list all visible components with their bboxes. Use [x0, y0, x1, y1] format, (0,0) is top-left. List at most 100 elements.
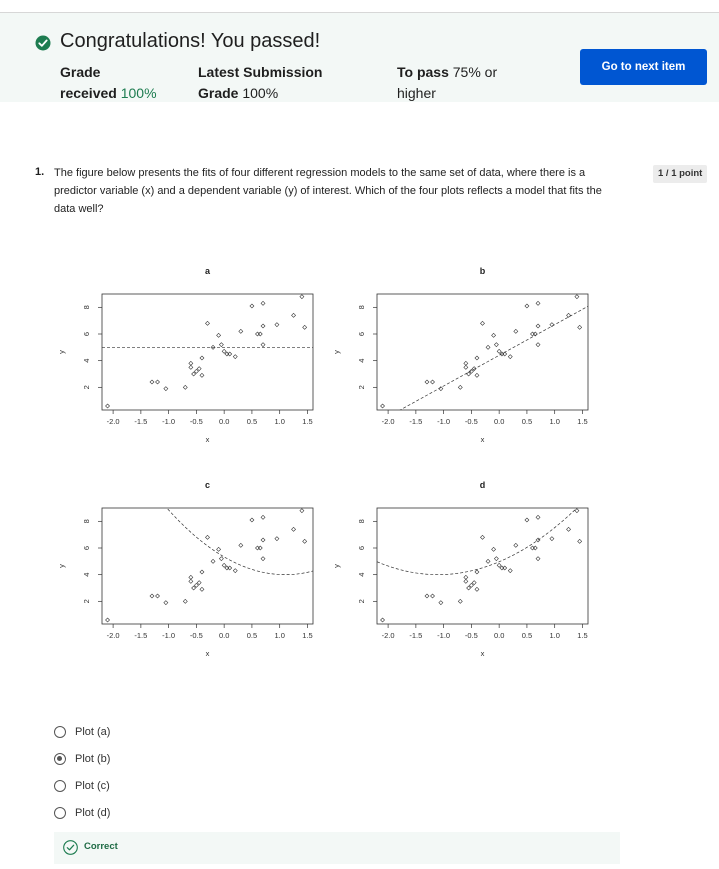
- data-point: [471, 580, 477, 586]
- option-label: Plot (b): [75, 753, 111, 765]
- data-point: [507, 354, 513, 360]
- data-point: [502, 351, 508, 357]
- x-tick-label: 0.0: [494, 417, 504, 426]
- y-tick-label: 6: [82, 546, 91, 550]
- data-point: [105, 617, 110, 623]
- option-plot-c[interactable]: Plot (c): [54, 778, 110, 794]
- data-point: [480, 320, 485, 326]
- plot-title: b: [480, 266, 486, 276]
- data-point: [530, 545, 535, 551]
- data-point: [227, 351, 233, 357]
- data-point: [193, 582, 199, 588]
- pass-banner: Congratulations! You passed! Grade recei…: [0, 13, 719, 102]
- data-point: [232, 568, 238, 574]
- radio-plot-a[interactable]: [54, 726, 66, 738]
- data-point: [155, 379, 160, 385]
- data-point: [513, 542, 519, 548]
- data-point: [535, 323, 541, 329]
- data-point: [196, 366, 202, 372]
- x-tick-label: -0.5: [190, 631, 203, 640]
- y-tick-label: 4: [357, 359, 366, 363]
- pass-label: To pass: [397, 64, 449, 80]
- plot-frame: [376, 507, 589, 625]
- y-tick-label: 4: [82, 359, 91, 363]
- y-axis-label: y: [57, 564, 66, 568]
- data-point: [260, 556, 266, 562]
- data-point: [188, 360, 194, 366]
- radio-plot-c[interactable]: [54, 780, 66, 792]
- data-point: [238, 328, 244, 334]
- x-tick-label: -1.0: [162, 631, 175, 640]
- y-tick-label: 8: [357, 519, 366, 523]
- data-point: [438, 600, 444, 606]
- x-tick-label: 0.0: [219, 631, 229, 640]
- x-tick-label: -0.5: [465, 631, 478, 640]
- data-point: [302, 324, 308, 330]
- x-tick-label: 1.0: [549, 417, 559, 426]
- option-plot-d[interactable]: Plot (d): [54, 805, 110, 821]
- data-point: [524, 303, 530, 309]
- data-point: [224, 351, 230, 357]
- data-point: [424, 379, 430, 385]
- data-point: [530, 331, 535, 337]
- data-point: [188, 364, 194, 370]
- data-point: [218, 556, 224, 562]
- data-point: [535, 537, 541, 543]
- y-tick-label: 8: [82, 519, 91, 523]
- plot-title: c: [205, 480, 210, 490]
- data-point: [249, 517, 255, 523]
- data-point: [532, 545, 538, 551]
- data-point: [499, 565, 505, 571]
- grade-label-2: received: [60, 85, 117, 101]
- option-plot-a[interactable]: Plot (a): [54, 724, 110, 740]
- data-point: [188, 578, 194, 584]
- y-tick-label: 2: [357, 385, 366, 389]
- x-tick-label: 1.5: [302, 417, 312, 426]
- y-axis-label: y: [332, 350, 341, 354]
- data-point: [274, 536, 280, 542]
- data-point: [199, 569, 205, 575]
- option-plot-b[interactable]: Plot (b): [54, 751, 110, 767]
- pass-threshold: To pass 75% or higher: [397, 62, 497, 104]
- data-point: [474, 372, 480, 378]
- latest-value: 100%: [242, 85, 279, 101]
- x-tick-label: -1.0: [437, 631, 450, 640]
- go-to-next-item-button[interactable]: Go to next item: [580, 49, 707, 85]
- y-tick-label: 2: [82, 599, 91, 603]
- x-tick-label: 0.5: [522, 417, 532, 426]
- plot-frame: [101, 507, 314, 625]
- data-point: [216, 332, 222, 338]
- radio-plot-d[interactable]: [54, 807, 66, 819]
- x-tick-label: 1.0: [274, 417, 284, 426]
- data-point: [485, 344, 491, 350]
- data-point: [210, 344, 216, 350]
- radio-plot-b[interactable]: [54, 753, 66, 765]
- data-point: [524, 517, 530, 523]
- data-point: [196, 580, 202, 586]
- question-number: 1.: [35, 166, 45, 178]
- x-tick-label: 0.0: [219, 417, 229, 426]
- data-point: [257, 545, 263, 551]
- y-tick-label: 2: [82, 385, 91, 389]
- option-label: Plot (c): [75, 780, 110, 792]
- x-tick-label: -2.0: [382, 631, 395, 640]
- regression-figure: a -2.0 -1.5 -1.0 -0.5 0.0 0.5 1.0 1.5 2 4 6 8 x y b -2.0…: [57, 266, 589, 658]
- y-tick-label: 6: [357, 332, 366, 336]
- data-point: [566, 526, 571, 532]
- data-point: [457, 384, 463, 390]
- data-point: [255, 331, 260, 337]
- check-circle-outline-icon: [63, 840, 78, 855]
- x-tick-label: 0.5: [247, 417, 257, 426]
- x-tick-label: 1.5: [577, 631, 587, 640]
- data-point: [532, 331, 538, 337]
- data-point: [424, 593, 430, 599]
- data-point: [463, 360, 469, 366]
- x-tick-label: -1.0: [437, 417, 450, 426]
- x-tick-label: -0.5: [465, 417, 478, 426]
- data-point: [468, 368, 474, 374]
- plot-frame: [101, 293, 314, 411]
- data-point: [260, 342, 266, 348]
- data-point: [491, 546, 497, 552]
- data-point: [463, 574, 469, 580]
- data-point: [577, 324, 583, 330]
